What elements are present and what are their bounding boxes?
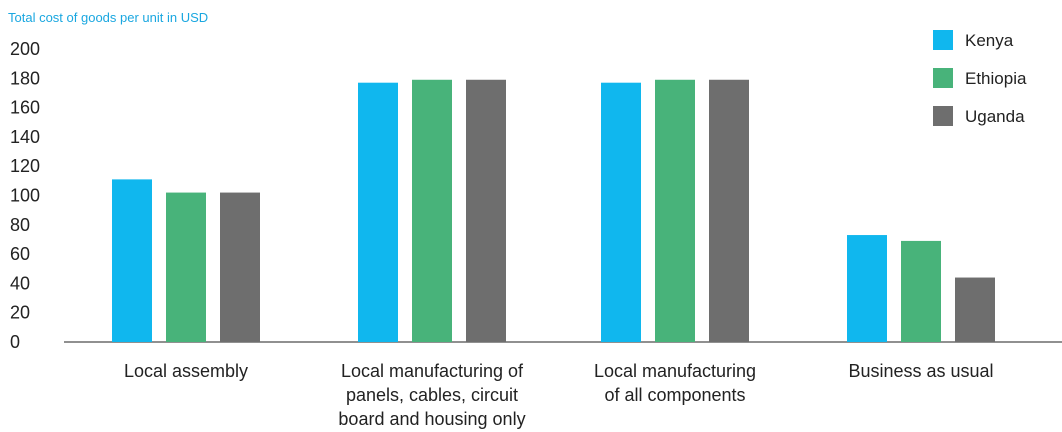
bar-kenya-2 [358, 82, 398, 342]
x-category-label: Business as usual [848, 361, 993, 381]
bar-ethiopia-3 [655, 79, 695, 342]
y-axis-title: Total cost of goods per unit in USD [8, 10, 209, 25]
legend-swatch-kenya [933, 30, 953, 50]
category-labels: Local assembly Local manufacturing of pane… [124, 361, 994, 429]
bar-kenya-3 [601, 82, 641, 342]
legend-label-kenya: Kenya [965, 31, 1014, 50]
bar-kenya-1 [112, 179, 152, 342]
y-tick-label: 0 [10, 332, 20, 352]
y-tick-label: 160 [10, 98, 40, 118]
bar-uganda-4 [955, 277, 995, 342]
y-tick-label: 20 [10, 303, 30, 323]
y-tick-label: 180 [10, 68, 40, 88]
x-category-label: Local manufacturing of panels, cables, ci… [338, 361, 525, 429]
y-tick-label: 120 [10, 156, 40, 176]
y-tick-label: 40 [10, 273, 30, 293]
y-tick-label: 100 [10, 186, 40, 206]
bar-uganda-2 [466, 79, 506, 342]
y-tick-label: 140 [10, 127, 40, 147]
bars-group [112, 79, 995, 342]
bar-ethiopia-1 [166, 192, 206, 342]
y-tick-label: 80 [10, 215, 30, 235]
legend-label-ethiopia: Ethiopia [965, 69, 1027, 88]
legend: Kenya Ethiopia Uganda [933, 30, 1027, 126]
x-category-label: Local assembly [124, 361, 248, 381]
legend-swatch-uganda [933, 106, 953, 126]
y-tick-label: 60 [10, 244, 30, 264]
bar-ethiopia-4 [901, 240, 941, 342]
legend-swatch-ethiopia [933, 68, 953, 88]
x-category-label: Local manufacturing of all components [594, 361, 756, 405]
bar-uganda-1 [220, 192, 260, 342]
legend-label-uganda: Uganda [965, 107, 1025, 126]
bar-kenya-4 [847, 235, 887, 342]
bar-ethiopia-2 [412, 79, 452, 342]
y-tick-label: 200 [10, 39, 40, 59]
bar-uganda-3 [709, 79, 749, 342]
